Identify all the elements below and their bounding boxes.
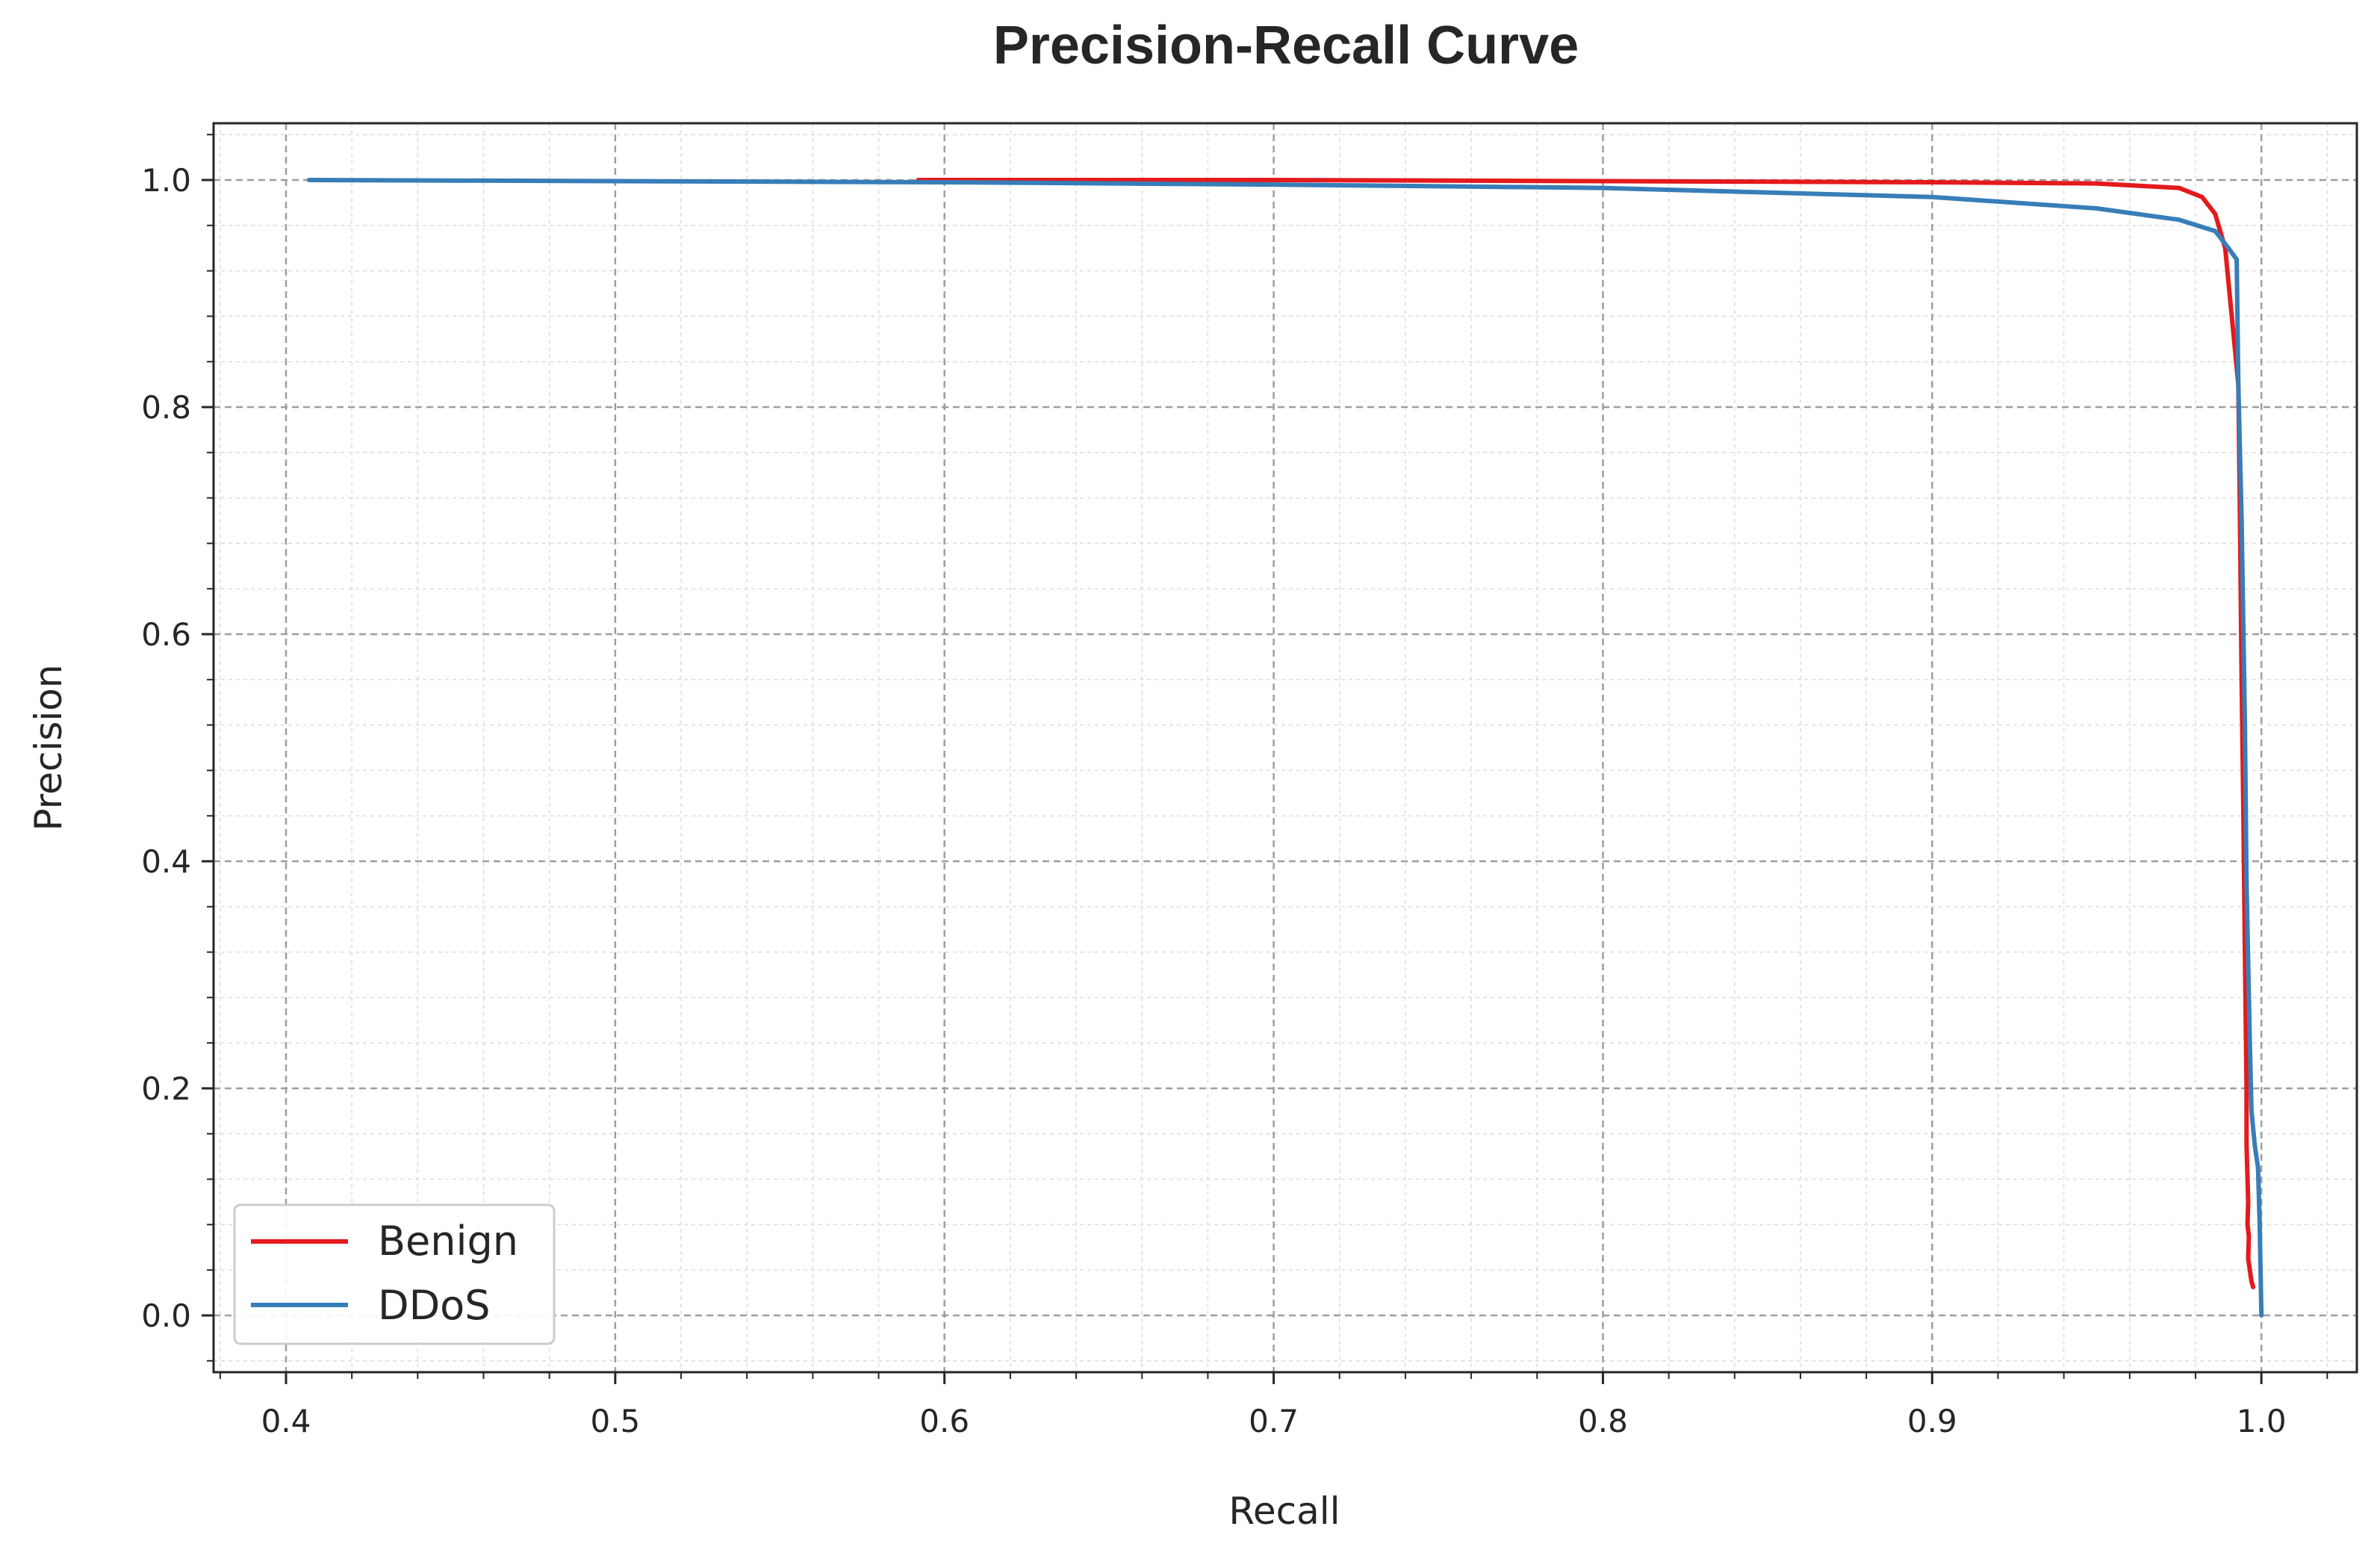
y-tick-label: 0.6	[141, 616, 191, 653]
legend-label-benign: Benign	[378, 1218, 518, 1265]
y-tick-label: 0.4	[141, 843, 191, 880]
series-line-ddos	[306, 178, 2264, 1318]
major-grid	[214, 123, 2357, 1372]
plot-frame	[212, 122, 2358, 1374]
minor-grid	[214, 123, 2357, 1372]
chart-title: Precision-Recall Curve	[993, 16, 1579, 75]
series-layer	[306, 178, 2264, 1318]
x-tick-label: 0.9	[1907, 1403, 1957, 1439]
legend: Benign DDoS	[233, 1203, 556, 1345]
legend-label-ddos: DDoS	[378, 1282, 490, 1329]
x-tick-labels: 0.4 0.5 0.6 0.7 0.8 0.9 1.0	[261, 1403, 2287, 1439]
x-tick-label: 0.6	[919, 1403, 969, 1439]
y-tick-label: 1.0	[141, 162, 191, 199]
x-tick-label: 0.4	[261, 1403, 311, 1439]
x-tick-label: 0.5	[590, 1403, 640, 1439]
y-tick-label: 0.2	[141, 1070, 191, 1107]
x-tick-label: 0.7	[1249, 1403, 1299, 1439]
x-axis-label: Recall	[1228, 1489, 1340, 1533]
x-tick-label: 1.0	[2237, 1403, 2287, 1439]
y-tick-labels: 0.0 0.2 0.4 0.6 0.8 1.0	[141, 162, 191, 1334]
y-tick-label: 0.0	[141, 1297, 191, 1334]
y-tick-label: 0.8	[141, 389, 191, 426]
x-tick-label: 0.8	[1578, 1403, 1628, 1439]
y-axis-label: Precision	[27, 664, 70, 831]
axis-ticks	[202, 134, 2328, 1384]
